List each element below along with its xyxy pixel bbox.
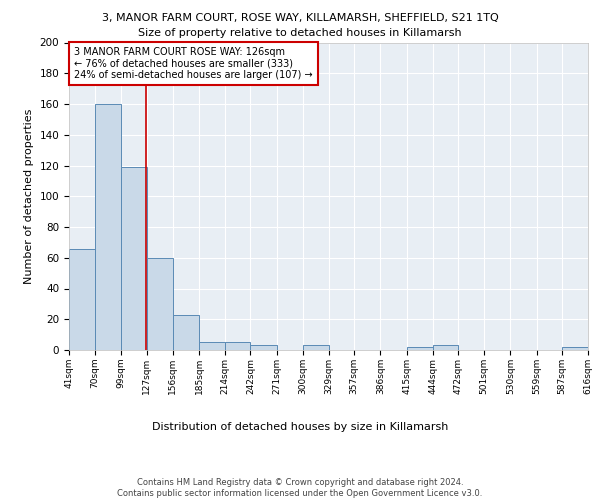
Text: Contains HM Land Registry data © Crown copyright and database right 2024.
Contai: Contains HM Land Registry data © Crown c… [118,478,482,498]
Text: 3, MANOR FARM COURT, ROSE WAY, KILLAMARSH, SHEFFIELD, S21 1TQ: 3, MANOR FARM COURT, ROSE WAY, KILLAMARS… [101,12,499,22]
Text: 3 MANOR FARM COURT ROSE WAY: 126sqm
← 76% of detached houses are smaller (333)
2: 3 MANOR FARM COURT ROSE WAY: 126sqm ← 76… [74,47,313,80]
Bar [121,167,146,350]
Bar [303,346,329,350]
Bar [433,346,458,350]
Bar [562,347,588,350]
Bar [199,342,225,350]
Bar [95,104,121,350]
Y-axis label: Number of detached properties: Number of detached properties [24,108,34,284]
Bar [173,314,199,350]
Bar [69,248,95,350]
Bar [407,347,433,350]
Text: Size of property relative to detached houses in Killamarsh: Size of property relative to detached ho… [138,28,462,38]
Text: Distribution of detached houses by size in Killamarsh: Distribution of detached houses by size … [152,422,448,432]
Bar [250,346,277,350]
Bar [146,258,173,350]
Bar [225,342,250,350]
